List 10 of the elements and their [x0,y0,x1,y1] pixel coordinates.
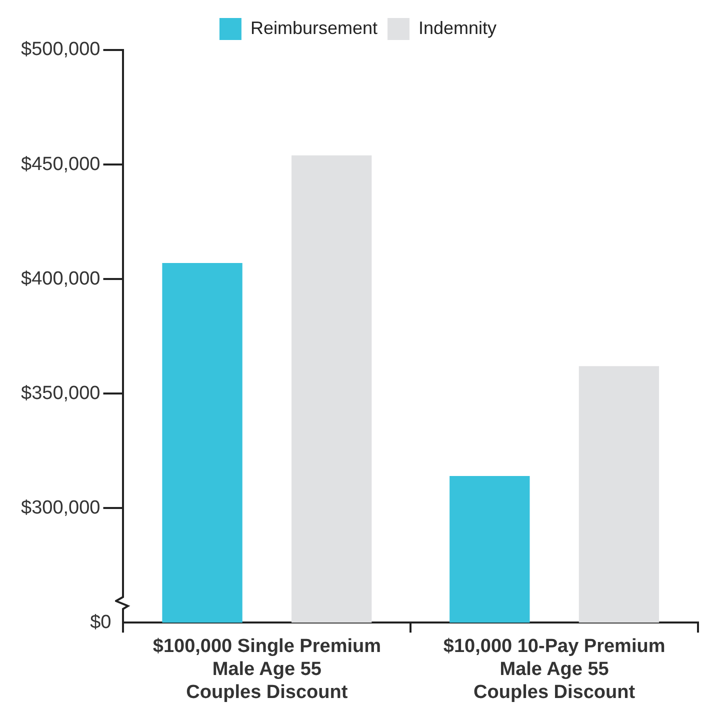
y-tick-label: $450,000 [20,154,100,175]
x-tick-label: $100,000 Single Premium Male Age 55 Couples Discount [152,636,381,703]
y-tick-label: $350,000 [20,382,100,404]
y-tick-label: $500,000 [20,39,100,60]
legend-label: Indemnity [418,18,497,38]
y-tick-label: $300,000 [20,497,100,518]
legend-label: Reimbursement [250,18,378,38]
y-tick-label: $400,000 [20,268,100,290]
x-tick-label: $10,000 10-Pay Premium Male Age 55 Couples Discount [443,636,666,703]
text: $0 [90,612,112,633]
